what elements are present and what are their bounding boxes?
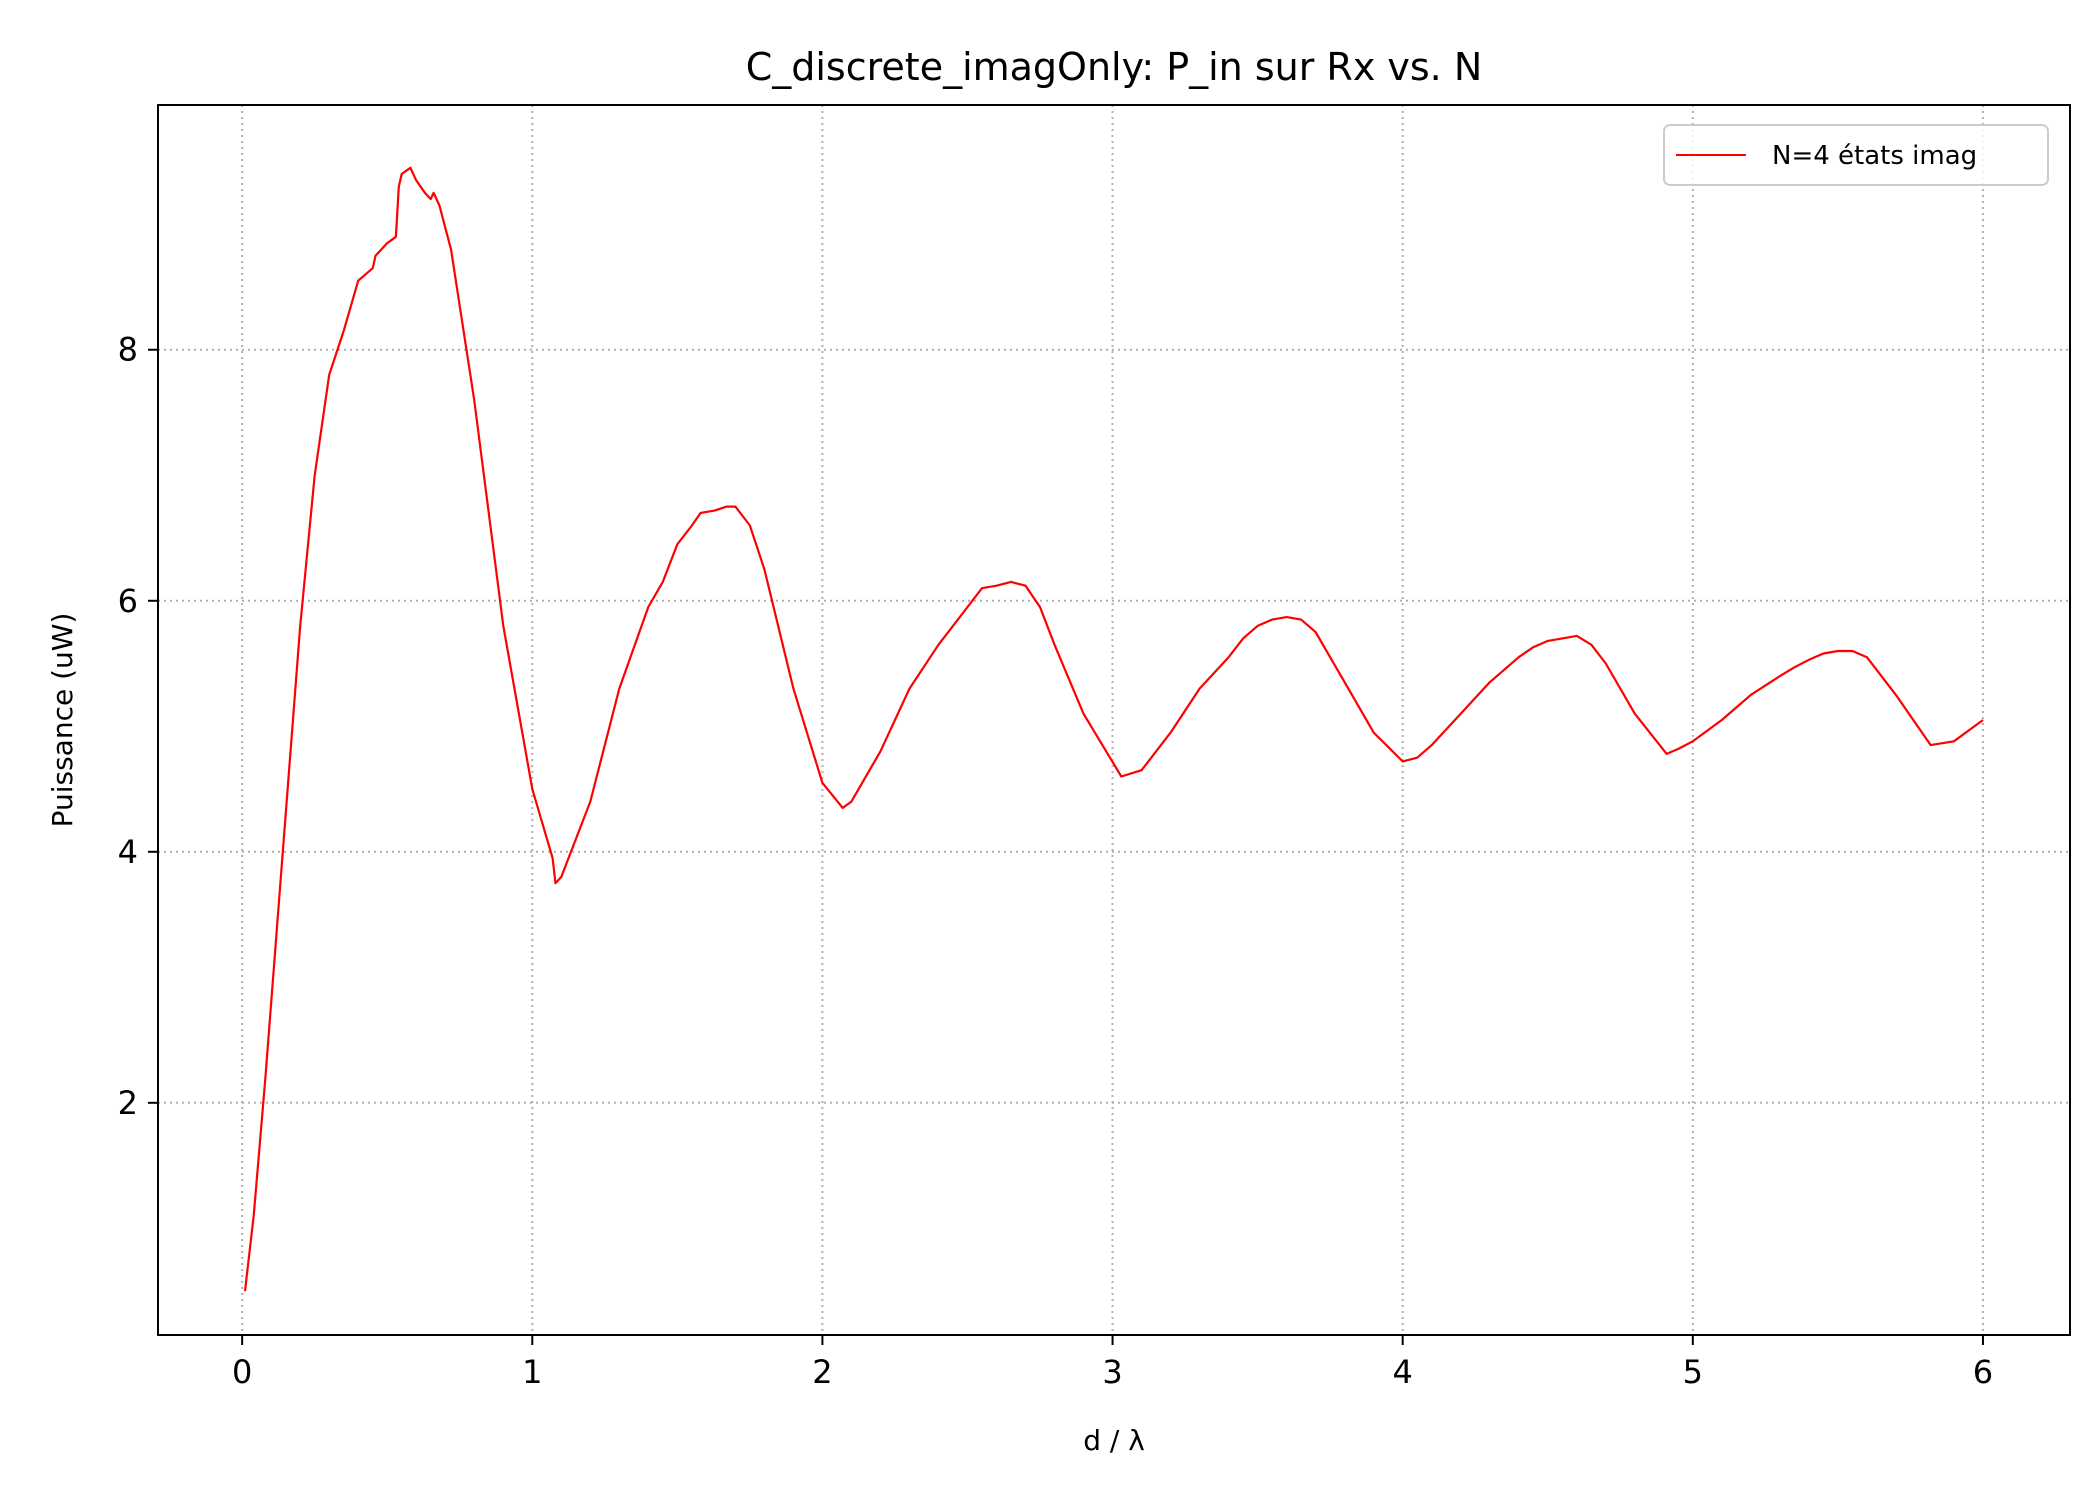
x-tick-label: 1: [522, 1353, 542, 1391]
y-axis-label: Puissance (uW): [46, 613, 79, 828]
legend: N=4 états imag: [1663, 124, 2049, 186]
plot-frame: [157, 104, 2071, 1336]
x-tick-label: 3: [1102, 1353, 1122, 1391]
series-line: [243, 166, 1984, 1292]
chart-title: C_discrete_imagOnly: P_in sur Rx vs. N: [746, 45, 1483, 89]
x-tick-label: 0: [232, 1353, 252, 1391]
series-layer: [243, 166, 1984, 1292]
grid: [158, 105, 2070, 1335]
x-axis-label: d / λ: [1083, 1424, 1145, 1457]
y-tick-label: 8: [118, 331, 138, 369]
legend-box: [1663, 124, 2049, 186]
legend-label: N=4 états imag: [1772, 141, 1977, 171]
y-tick-label: 6: [118, 582, 138, 620]
x-tick-label: 5: [1683, 1353, 1703, 1391]
ticks: 0 1 2 3 4 5 6 2 4 6 8: [118, 331, 1993, 1391]
x-tick-label: 4: [1393, 1353, 1413, 1391]
y-tick-label: 4: [118, 833, 138, 871]
x-tick-label: 6: [1973, 1353, 1993, 1391]
x-tick-label: 2: [812, 1353, 832, 1391]
y-tick-label: 2: [118, 1084, 138, 1122]
